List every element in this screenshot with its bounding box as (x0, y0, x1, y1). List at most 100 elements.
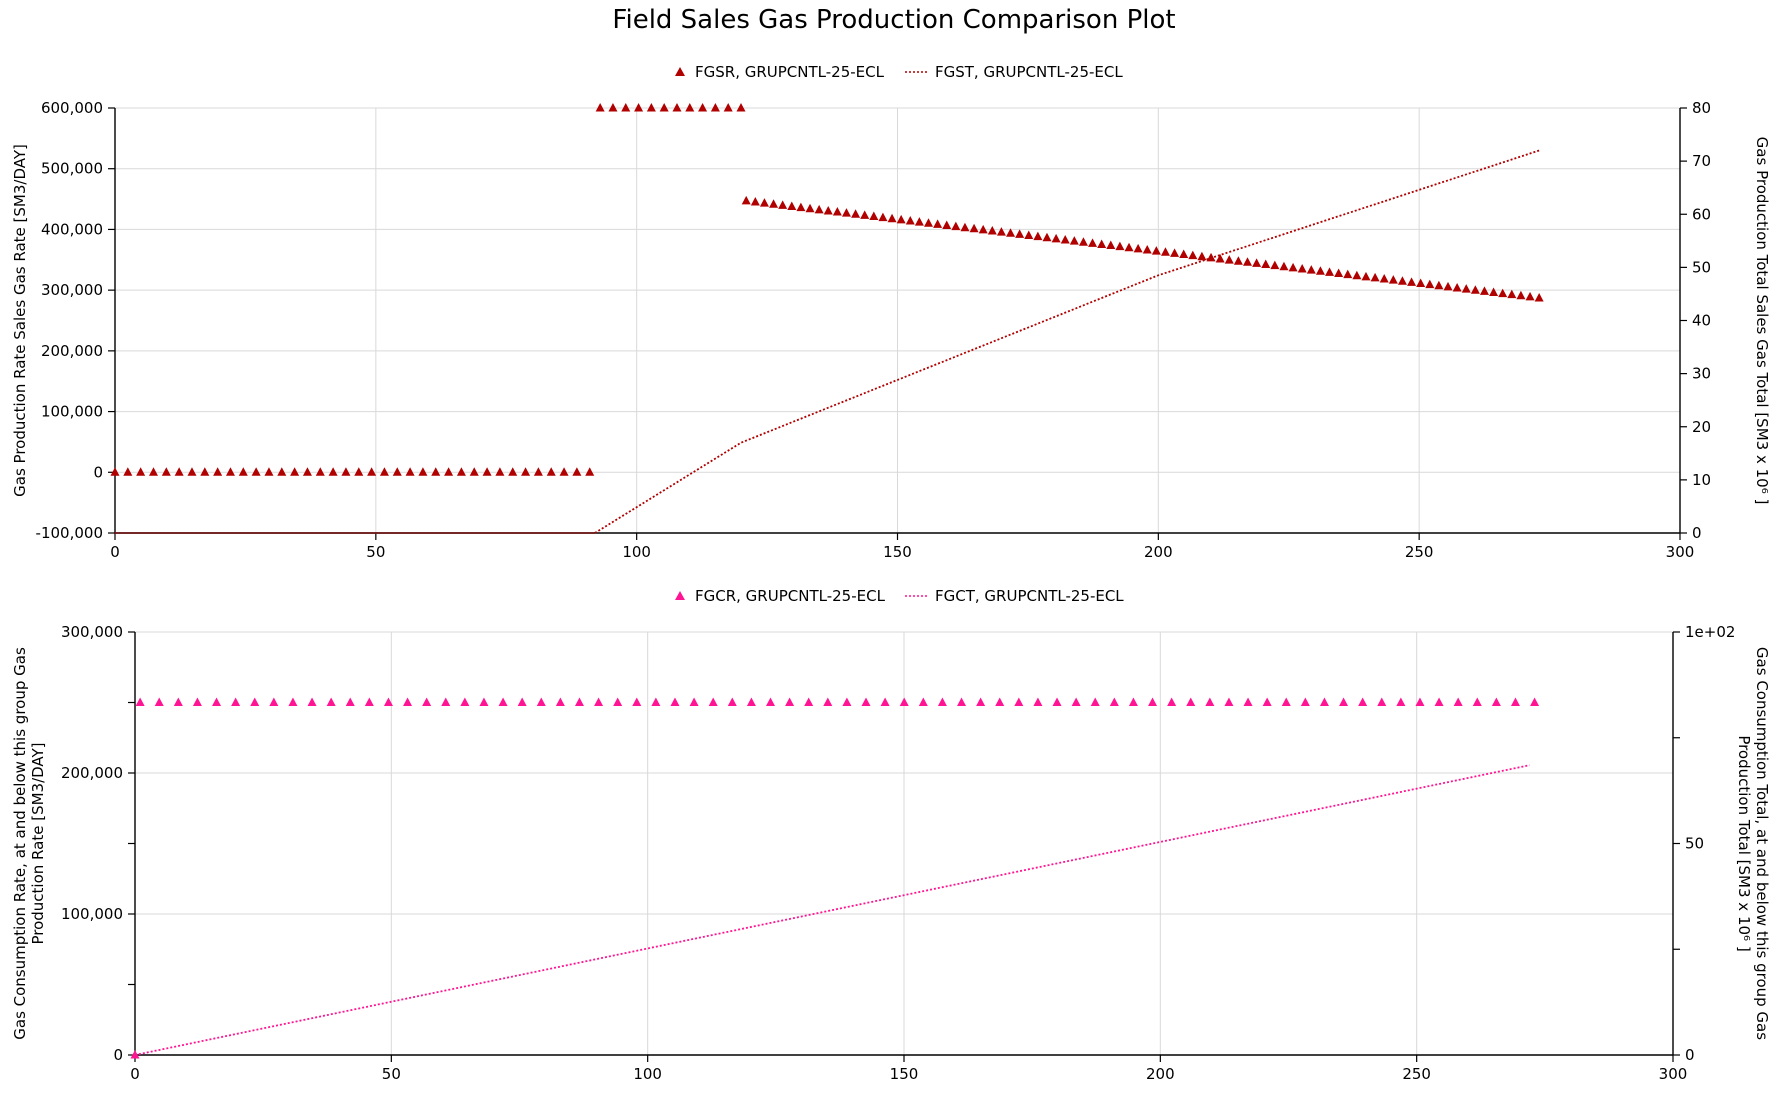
data-point-triangle (1416, 278, 1426, 288)
data-point-triangle (924, 218, 934, 227)
legend-entry: FGCR, GRUPCNTL-25-ECL (695, 587, 886, 605)
data-point-triangle (976, 697, 986, 706)
data-point-triangle (987, 226, 997, 235)
data-point-triangle (574, 697, 584, 706)
y-left-tick-label: 300,000 (41, 281, 103, 299)
y-left-tick-label: 400,000 (41, 220, 103, 238)
data-point-triangle (951, 221, 961, 231)
data-point-triangle (1186, 697, 1196, 706)
data-point-triangle (1370, 272, 1380, 282)
data-point-triangle (880, 697, 890, 706)
data-point-triangle (736, 103, 746, 112)
legend-entry: FGST, GRUPCNTL-25-ECL (935, 63, 1123, 81)
data-point-triangle (723, 103, 733, 112)
data-point-triangle (546, 467, 556, 476)
data-point-triangle (392, 467, 402, 476)
x-tick-label: 200 (1146, 1065, 1175, 1083)
data-point-triangle (1388, 275, 1398, 284)
y-right-tick-label: 0 (1685, 1046, 1695, 1064)
data-point-triangle (1498, 288, 1508, 298)
data-point-triangle (422, 697, 432, 706)
data-point-triangle (1179, 249, 1189, 258)
data-point-triangle (1472, 697, 1482, 706)
data-point-triangle (212, 697, 222, 706)
data-point-triangle (1069, 236, 1079, 245)
x-tick-label: 300 (1659, 1065, 1688, 1083)
x-tick-label: 0 (110, 543, 120, 561)
y-right-tick-label: 20 (1692, 418, 1711, 436)
data-point-triangle (315, 467, 325, 476)
data-point-triangle (1339, 697, 1349, 706)
data-point-triangle (345, 697, 355, 706)
data-point-triangle (192, 697, 202, 706)
data-point-triangle (1078, 237, 1088, 246)
data-point-triangle (651, 697, 661, 706)
data-point-triangle (887, 213, 897, 223)
data-point-triangle (1015, 229, 1025, 238)
data-point-triangle (288, 697, 298, 706)
data-point-triangle (1358, 697, 1368, 706)
data-point-triangle (326, 697, 336, 706)
data-point-triangle (634, 103, 644, 112)
data-point-triangle (1530, 697, 1540, 706)
data-point-triangle (1270, 260, 1280, 270)
y-right-tick-label: 50 (1692, 258, 1711, 276)
y-left-tick-label: 200,000 (41, 342, 103, 360)
data-point-triangle (1443, 281, 1453, 291)
data-point-triangle (1215, 253, 1225, 263)
data-point-triangle (632, 697, 642, 706)
data-point-triangle (1434, 280, 1444, 290)
data-point-triangle (937, 697, 947, 706)
y-left-tick-label: 100,000 (61, 905, 123, 923)
y-left-tick-label: 300,000 (61, 623, 123, 641)
data-point-triangle (269, 697, 279, 706)
data-point-triangle (957, 697, 967, 706)
top-panel: 0 50 100 150 200 250 300-100,0000100,000200,00… (11, 63, 1771, 561)
y-right-tick-label: 70 (1692, 152, 1711, 170)
data-point-triangle (1197, 251, 1207, 261)
y-right-tick-label: 60 (1692, 205, 1711, 223)
data-point-triangle (914, 217, 924, 226)
series-dotted-line (115, 149, 1540, 534)
data-point-triangle (1262, 697, 1272, 706)
y-left-axis-label: Production Rate [SM3/DAY] (29, 742, 47, 944)
data-point-triangle (1133, 243, 1143, 253)
data-point-triangle (1148, 697, 1158, 706)
data-point-triangle (1470, 285, 1480, 294)
data-point-triangle (1407, 277, 1417, 286)
data-point-triangle (482, 467, 492, 476)
data-point-triangle (805, 203, 815, 213)
data-point-triangle (302, 467, 312, 476)
data-point-triangle (1319, 697, 1329, 706)
data-point-triangle (533, 467, 543, 476)
x-tick-label: 100 (633, 1065, 662, 1083)
data-point-triangle (341, 467, 351, 476)
data-point-triangle (405, 467, 415, 476)
data-point-triangle (231, 697, 241, 706)
data-point-triangle (672, 103, 682, 112)
data-point-triangle (1052, 697, 1062, 706)
data-point-triangle (517, 697, 527, 706)
data-point-triangle (727, 697, 737, 706)
data-point-triangle (354, 467, 364, 476)
data-point-triangle (418, 467, 428, 476)
y-right-tick-label: 1e+02 (1685, 623, 1735, 641)
data-point-triangle (1033, 697, 1043, 706)
data-point-triangle (383, 697, 393, 706)
data-point-triangle (878, 212, 888, 222)
data-point-triangle (521, 467, 531, 476)
data-point-triangle (841, 208, 851, 217)
data-point-triangle (698, 103, 708, 112)
x-tick-label: 150 (883, 543, 912, 561)
data-point-triangle (1205, 697, 1215, 706)
data-point-triangle (251, 467, 261, 476)
data-point-triangle (741, 195, 751, 205)
data-point-triangle (1425, 279, 1435, 289)
data-point-triangle (1510, 697, 1520, 706)
data-point-triangle (1377, 697, 1387, 706)
data-point-triangle (1243, 697, 1253, 706)
y-left-axis-label: Gas Consumption Rate, at and below this … (11, 647, 29, 1040)
data-point-triangle (1434, 697, 1444, 706)
data-point-triangle (1361, 271, 1371, 281)
data-point-triangle (1060, 234, 1070, 244)
